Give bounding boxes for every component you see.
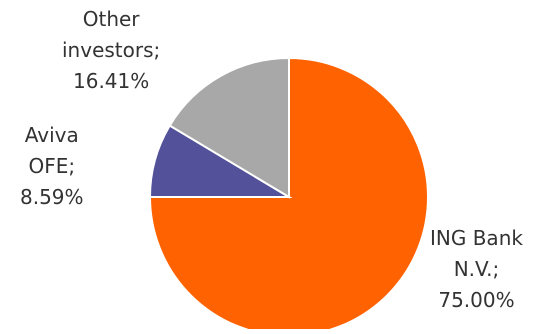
- slice-label-line: 8.59%: [20, 182, 84, 213]
- slice-label-line: Other: [62, 4, 160, 35]
- slice-label-ing-bank: ING Bank N.V.; 75.00%: [430, 223, 523, 316]
- slice-label-other-investors: Other investors; 16.41%: [62, 4, 160, 97]
- slice-label-line: N.V.;: [430, 254, 523, 285]
- slice-label-line: OFE;: [20, 151, 84, 182]
- slice-label-line: 16.41%: [62, 66, 160, 97]
- slice-label-line: 75.00%: [430, 285, 523, 316]
- slice-label-line: Aviva: [20, 120, 84, 151]
- slice-label-line: ING Bank: [430, 223, 523, 254]
- slice-label-line: investors;: [62, 35, 160, 66]
- slice-label-aviva-ofe: Aviva OFE; 8.59%: [20, 120, 84, 213]
